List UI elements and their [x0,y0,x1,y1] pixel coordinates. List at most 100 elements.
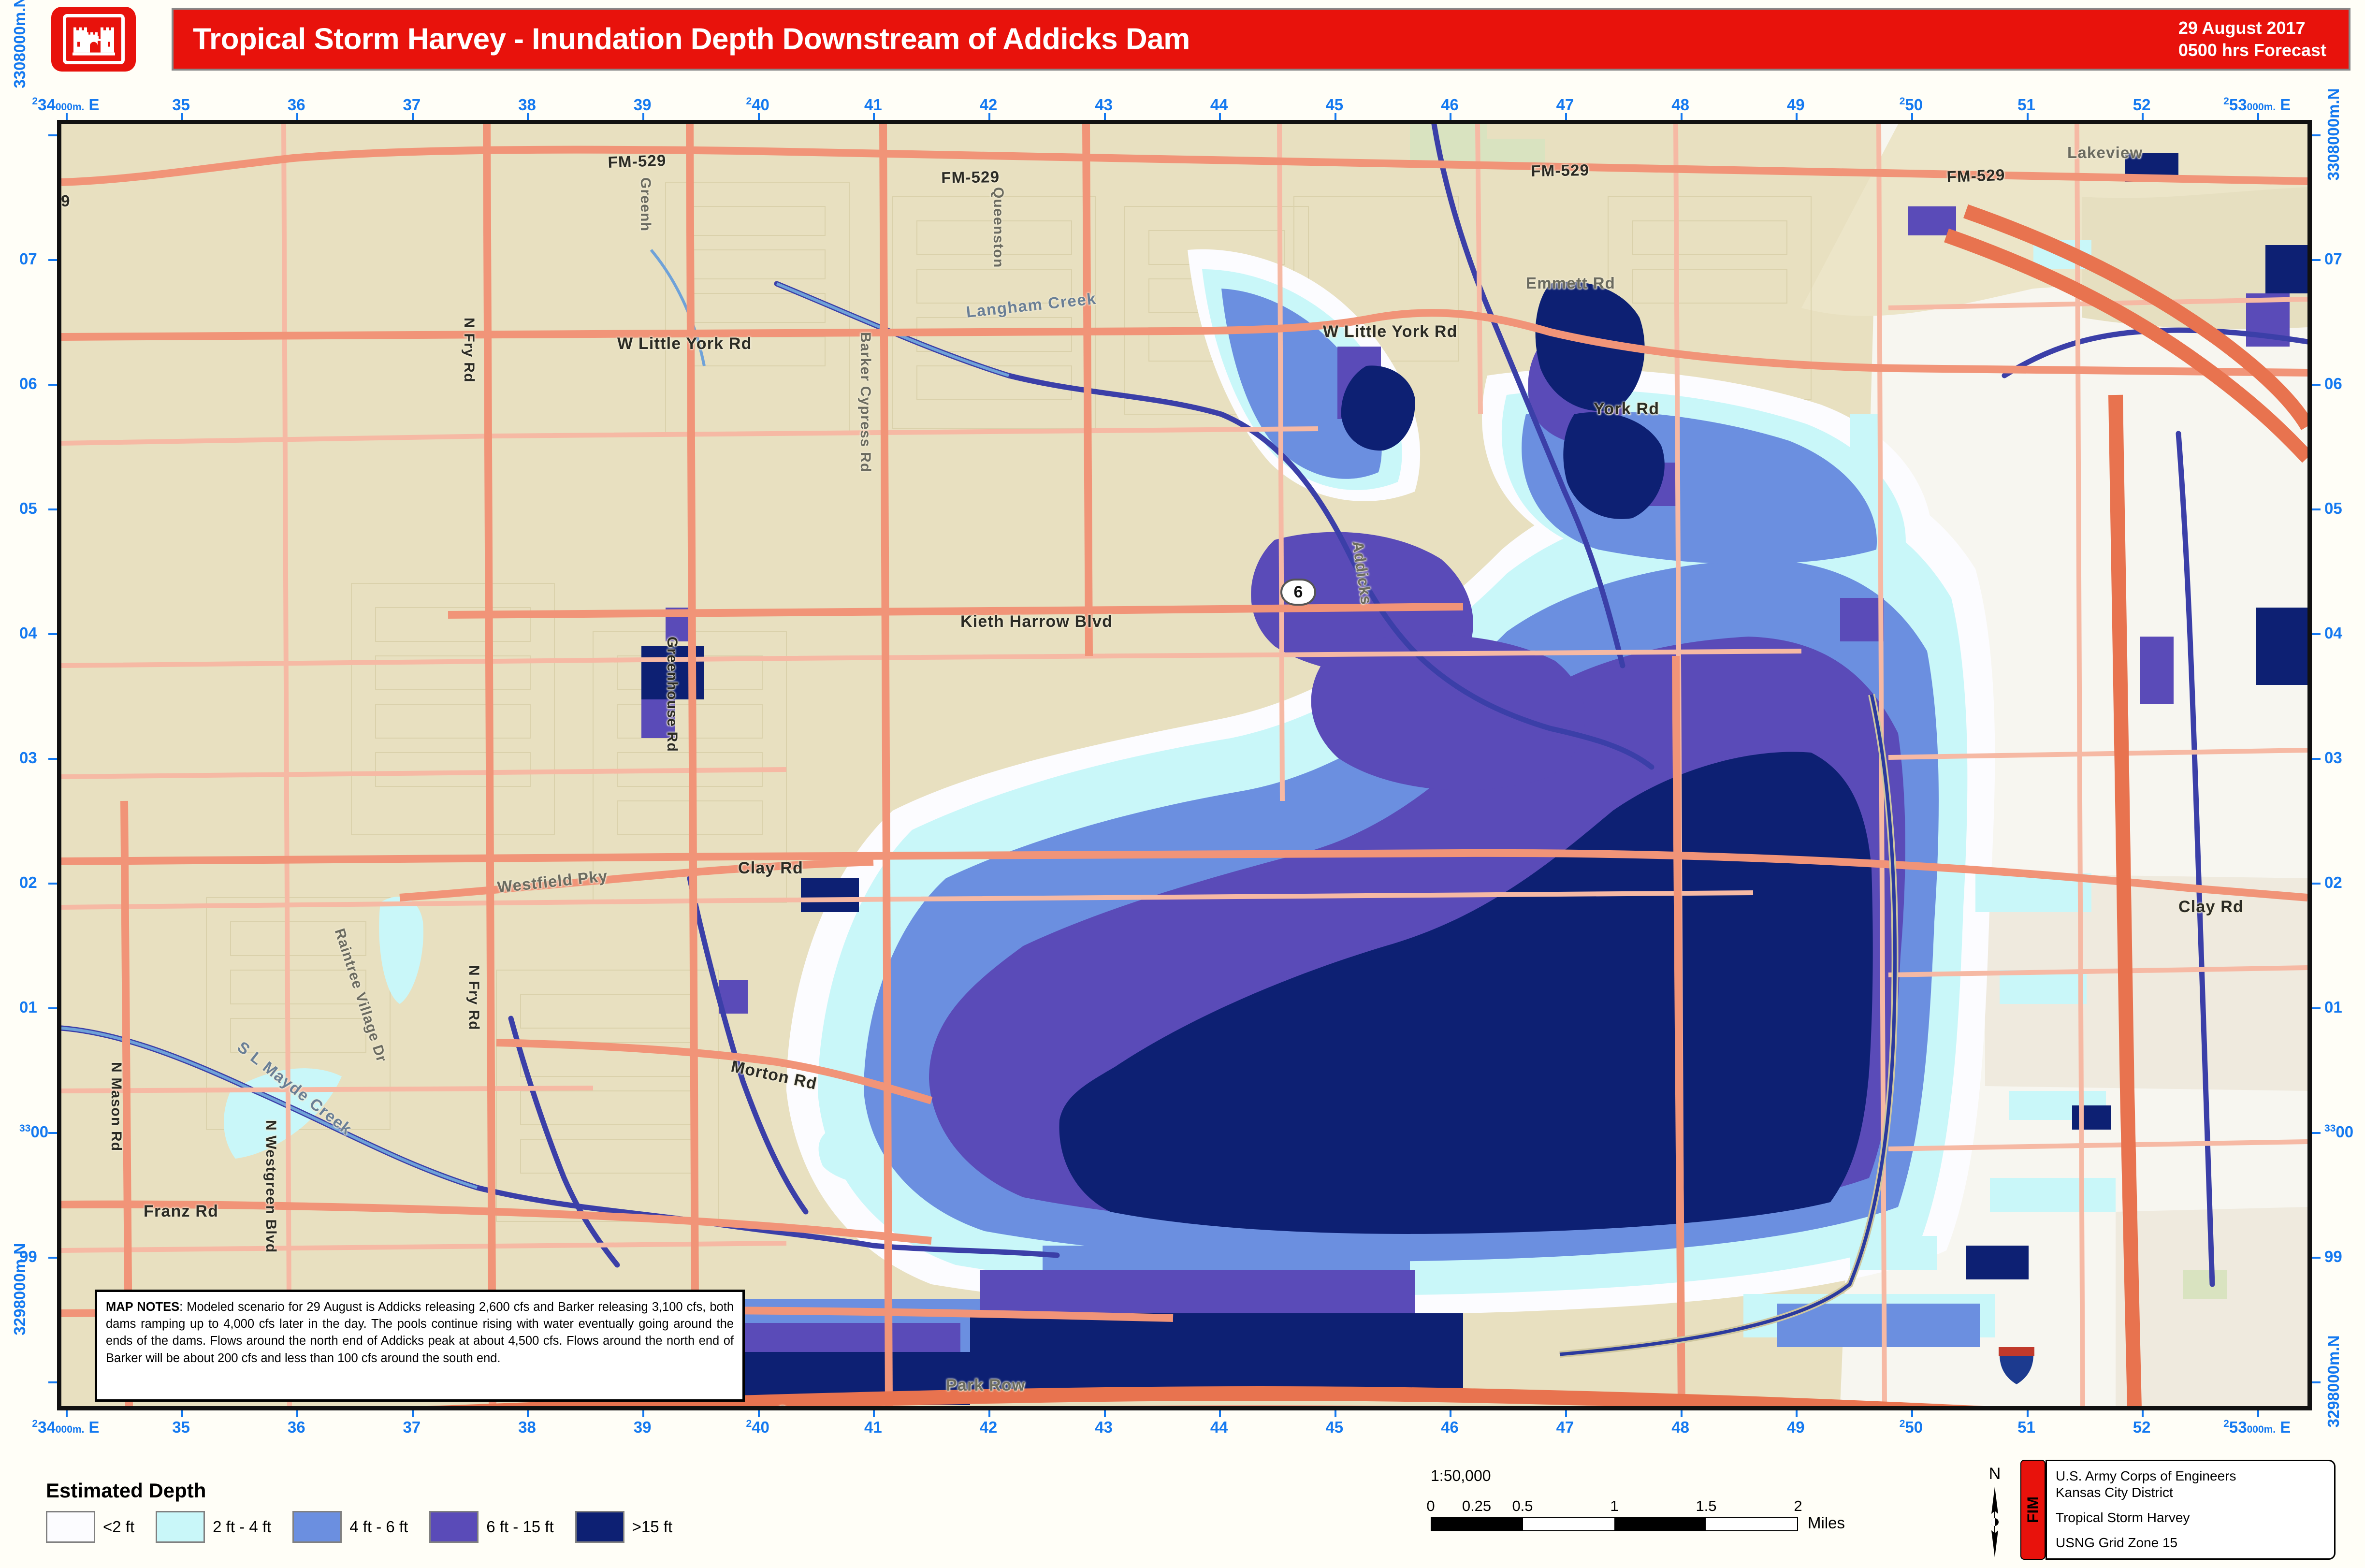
grid-label-right-5: 03 [2324,748,2342,767]
grid-label-right-4: 04 [2324,624,2342,642]
grid-tick-top-16 [1911,113,1913,120]
grid-label-right-6: 02 [2324,873,2342,891]
fim-label: FIM [2024,1496,2042,1523]
map-label-n-westgreen-blvd: N Westgreen Blvd [263,1120,279,1253]
grid-label-top-7: 41 [864,96,882,114]
grid-tick-bottom-8 [988,1410,990,1417]
grid-label-top-2: 36 [287,96,305,114]
castle-icon [72,27,115,56]
grid-label-bottom-11: 45 [1325,1418,1344,1436]
grid-label-top-13: 47 [1556,96,1574,114]
grid-tick-left-8 [48,1132,57,1134]
grid-tick-bottom-10 [1219,1410,1221,1417]
legend-items: <2 ft 2 ft - 4 ft 4 ft - 6 ft 6 ft - 15 ft >… [46,1511,694,1543]
grid-tick-left-0 [48,134,57,136]
map-label-york-rd: York Rd [1594,400,1660,418]
grid-tick-top-0 [66,113,68,120]
scale-tick-3: 1 [1610,1497,1619,1514]
grid-label-left-1: 07 [19,249,37,268]
credits-event: Tropical Storm Harvey [2056,1510,2190,1525]
grid-tick-bottom-11 [1334,1410,1336,1417]
map-label-clay-rd: Clay Rd [738,859,803,877]
grid-tick-bottom-16 [1911,1410,1913,1417]
grid-label-bottom-0: 234000m. E [32,1418,100,1436]
north-arrow: N [1973,1465,2017,1557]
map-label-w-little-york-rd: W Little York Rd [1323,322,1458,341]
grid-label-bottom-18: 52 [2133,1418,2151,1436]
grid-tick-top-1 [181,113,183,120]
grid-tick-right-4 [2312,633,2321,635]
grid-label-bottom-5: 39 [633,1418,652,1436]
grid-tick-top-17 [2026,113,2029,120]
legend: Estimated Depth <2 ft 2 ft - 4 ft 4 ft - 6… [46,1479,694,1543]
map-label-barker-cypress-rd: Barker Cypress Rd [857,332,873,473]
grid-label-left-9: 99 [19,1247,37,1265]
grid-tick-top-10 [1219,113,1221,120]
grid-tick-left-5 [48,757,57,760]
map-notes-label: MAP NOTES [106,1300,180,1314]
logo-inner-frame [62,14,125,64]
map-frame[interactable]: 6 FM-529 FM-529 FM-529 FM-529 529 Greenh Queen… [57,120,2312,1410]
legend-swatch-2 [292,1511,342,1543]
grid-tick-bottom-2 [296,1410,299,1417]
grid-tick-bottom-9 [1103,1410,1106,1417]
north-arrow-icon [1991,1487,1999,1557]
legend-item-1: 2 ft - 4 ft [156,1511,271,1543]
legend-label-2: 4 ft - 6 ft [349,1518,408,1536]
grid-label-top-19: 253000m. E [2223,96,2291,114]
grid-tick-right-3 [2312,508,2321,510]
grid-label-bottom-19: 253000m. E [2223,1418,2291,1436]
grid-tick-left-3 [48,508,57,510]
map-label-fm-529: FM-529 [941,167,1000,187]
grid-tick-right-6 [2312,882,2321,885]
scale-tick-4: 1.5 [1696,1497,1717,1514]
map-label-greenhouse-rd: Greenhouse Rd [664,637,680,752]
grid-tick-bottom-1 [181,1410,183,1417]
grid-label-left-7: 01 [19,998,37,1016]
legend-label-0: <2 ft [103,1518,135,1536]
forecast-date: 29 August 2017 [2178,17,2306,38]
grid-tick-right-7 [2312,1007,2321,1009]
grid-label-top-6: 240 [746,96,769,114]
map-label-w-little-york-rd: W Little York Rd [617,334,752,353]
map-label-kieth-harrow-blvd: Kieth Harrow Blvd [960,612,1113,631]
inundation-map[interactable] [61,124,2307,1406]
grid-label-right-8: 3300 [2324,1122,2354,1141]
grid-tick-right-2 [2312,383,2321,386]
map-label-emmett-rd: Emmett Rd [1526,274,1615,292]
grid-tick-top-15 [1796,113,1798,120]
grid-tick-bottom-7 [873,1410,875,1417]
grid-label-bottom-16: 250 [1899,1418,1923,1436]
grid-label-bottom-3: 37 [403,1418,421,1436]
legend-item-2: 4 ft - 6 ft [292,1511,408,1543]
fim-tab: FIM [2020,1460,2046,1560]
scale-tick-labels: 0 0.25 0.5 1 1.5 2 [1426,1497,1837,1516]
highway-6-number: 6 [1293,582,1303,601]
grid-label-top-15: 49 [1786,96,1805,114]
grid-label-right-9: 99 [2324,1247,2342,1265]
scale-tick-2: 0.5 [1512,1497,1533,1514]
grid-label-bottom-10: 44 [1210,1418,1228,1436]
grid-tick-bottom-14 [1680,1410,1683,1417]
map-label-n-fry-rd: N Fry Rd [466,965,482,1031]
grid-label-bottom-8: 42 [979,1418,998,1436]
grid-label-top-16: 250 [1899,96,1923,114]
grid-label-right-3: 05 [2324,499,2342,517]
forecast-time: 0500 hrs Forecast [2178,40,2326,60]
credits-text-box: U.S. Army Corps of Engineers Kansas City… [2046,1460,2336,1560]
map-label-lakeview: Lakeview [2067,144,2143,161]
highway-6-shield: 6 [1280,579,1316,606]
grid-label-right-2: 06 [2324,374,2342,392]
grid-label-top-0: 234000m. E [32,96,100,114]
grid-label-top-3: 37 [403,96,421,114]
grid-tick-right-5 [2312,757,2321,760]
grid-label-bottom-6: 240 [746,1418,769,1436]
legend-swatch-3 [429,1511,479,1543]
grid-label-bottom-15: 49 [1786,1418,1805,1436]
grid-label-top-17: 51 [2017,96,2035,114]
legend-label-1: 2 ft - 4 ft [213,1518,272,1536]
grid-tick-bottom-0 [66,1410,68,1417]
grid-label-right-1: 07 [2324,249,2342,268]
grid-tick-bottom-3 [411,1410,414,1417]
scale-tick-0: 0 [1426,1497,1435,1514]
